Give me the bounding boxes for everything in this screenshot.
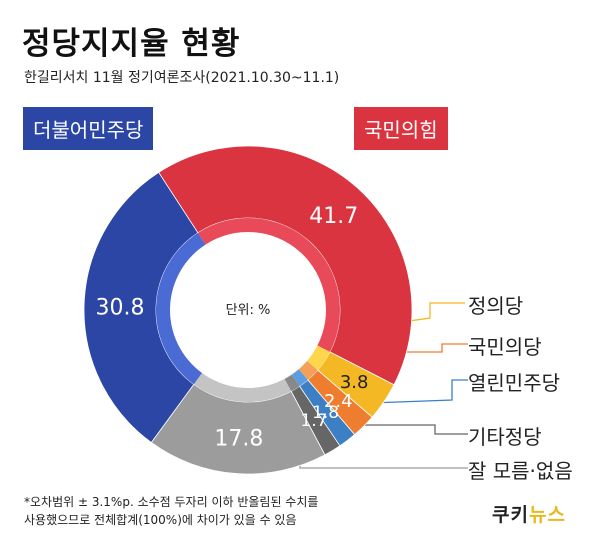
- slice-inner-yeollin: [291, 369, 308, 387]
- slice-inner-jeongui: [307, 345, 330, 371]
- legend-label-jal-moreum: 잘 모름·없음: [468, 459, 573, 483]
- value-label-deobureo: 30.8: [96, 295, 145, 320]
- page-title: 정당지지율 현황: [22, 26, 241, 62]
- slice-inner-gukmin-dang: [298, 360, 318, 380]
- logo-part-2: 뉴스: [528, 504, 566, 526]
- footnote-line-1: *오차범위 ± 3.1%p. 소수점 두자리 이하 반올림된 수치를: [24, 495, 319, 509]
- value-label-jeongui: 3.8: [340, 372, 369, 393]
- legend-label-gukmin-dang: 국민의당: [468, 335, 542, 359]
- legend-label-deobureo: 더불어민주당: [23, 107, 154, 150]
- legend-label-gukmin-him: 국민의힘: [354, 107, 448, 150]
- slice-inner-gita: [284, 374, 300, 392]
- legend-label-yeollin: 열린민주당: [468, 371, 560, 395]
- callout-line-yeollin: [344, 379, 468, 405]
- donut-slices: [83, 145, 413, 475]
- value-label-gita: 1.7: [300, 411, 327, 431]
- value-label-gukmin-him: 41.7: [309, 204, 358, 229]
- unit-label: 단위: %: [226, 303, 271, 318]
- donut-hole: [172, 234, 324, 386]
- page-subtitle: 한길리서치 11월 정기여론조사(2021.10.30~11.1): [24, 70, 340, 86]
- logo-part-1: 쿠키: [492, 504, 529, 526]
- callout-line-gita: [355, 424, 468, 435]
- slice-inner-jal-moreum: [193, 373, 292, 403]
- kuki-news-logo: 쿠키뉴스: [492, 500, 566, 527]
- footnote-line-2: 사용했으므로 전체합계(100%)에 차이가 있을 수 있음: [24, 513, 297, 527]
- slice-inner-deobureo: [155, 232, 206, 385]
- value-label-gukmin-dang: 2.4: [324, 391, 353, 412]
- value-labels: 41.7 3.82.41.81.7 17.8 30.8: [96, 204, 369, 452]
- value-label-yeollin: 1.8: [312, 403, 339, 423]
- legend-label-gita: 기타정당: [468, 425, 542, 449]
- legend-label-jeongui: 정의당: [468, 294, 524, 318]
- slice-inner-gukmin-him: [197, 217, 341, 352]
- slice-gukmin-him: [158, 145, 413, 386]
- value-label-jal-moreum: 17.8: [214, 427, 263, 452]
